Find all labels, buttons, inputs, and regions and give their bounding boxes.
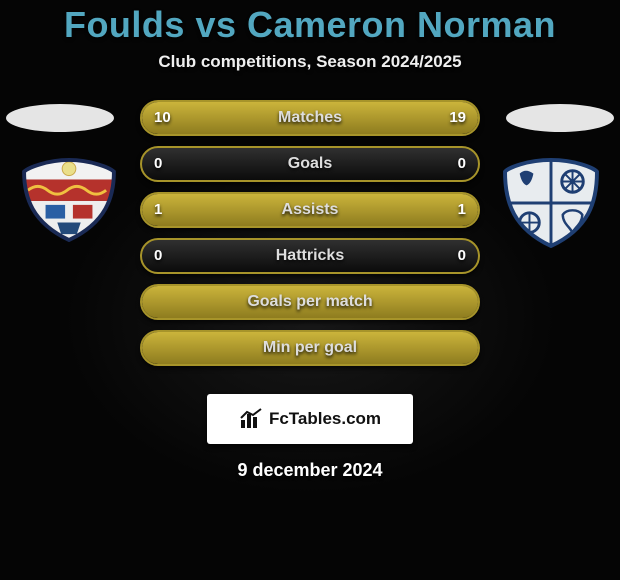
bar-fill-left — [142, 332, 478, 364]
stat-value-right: 0 — [458, 148, 466, 180]
player-head-right — [506, 104, 614, 132]
chart-icon — [239, 408, 263, 430]
brand-badge: FcTables.com — [207, 394, 413, 444]
stat-bar: 11Assists — [140, 192, 480, 228]
player-head-left — [6, 104, 114, 132]
stat-bar: Min per goal — [140, 330, 480, 366]
bar-fill-right — [256, 102, 478, 134]
stat-bar: 1019Matches — [140, 100, 480, 136]
stat-value-right: 0 — [458, 240, 466, 272]
brand-text: FcTables.com — [269, 409, 381, 429]
subtitle: Club competitions, Season 2024/2025 — [0, 52, 620, 72]
stat-label: Hattricks — [142, 240, 478, 272]
club-crest-right — [502, 158, 600, 242]
bar-fill-left — [142, 194, 310, 226]
stat-value-left: 0 — [154, 240, 162, 272]
stat-label: Goals — [142, 148, 478, 180]
stat-value-right: 19 — [449, 102, 466, 134]
comparison-stage: 1019Matches00Goals11Assists00HattricksGo… — [0, 100, 620, 380]
bar-fill-left — [142, 286, 478, 318]
stat-bars: 1019Matches00Goals11Assists00HattricksGo… — [140, 100, 480, 376]
stat-bar: 0 0Hattricks — [140, 238, 480, 274]
club-crest-left — [20, 158, 118, 242]
stat-value-left: 0 — [154, 148, 162, 180]
stat-value-left: 1 — [154, 194, 162, 226]
stat-value-left: 10 — [154, 102, 171, 134]
bar-fill-right — [310, 194, 478, 226]
page-title: Foulds vs Cameron Norman — [0, 0, 620, 46]
stat-bar: 0 0Goals — [140, 146, 480, 182]
stat-value-right: 1 — [458, 194, 466, 226]
date-text: 9 december 2024 — [0, 460, 620, 481]
stat-bar: Goals per match — [140, 284, 480, 320]
